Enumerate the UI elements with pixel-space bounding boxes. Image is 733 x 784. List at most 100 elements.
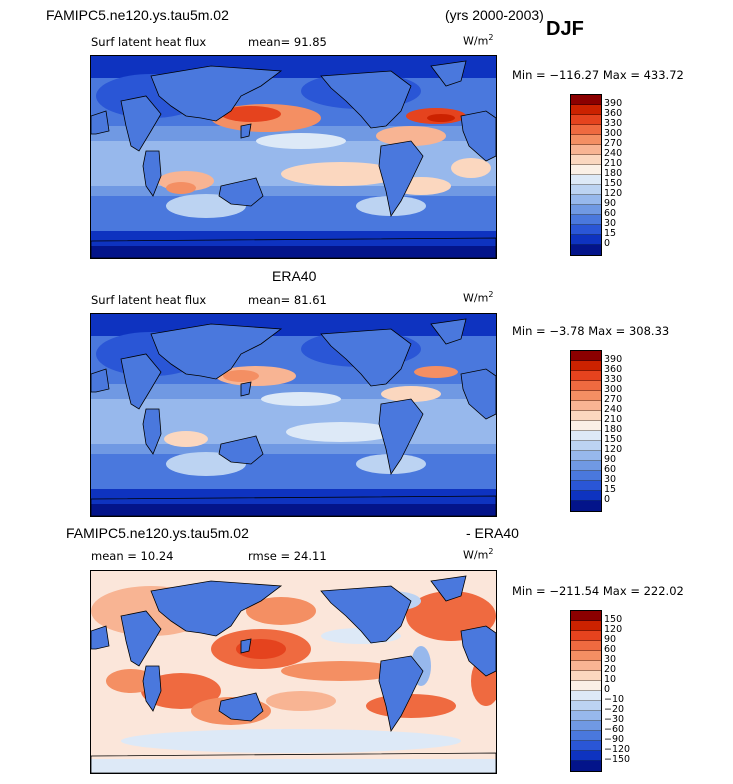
colorbar-tick-label: 240 [604, 404, 623, 415]
colorbar-swatch [571, 245, 601, 255]
colorbar-swatch [571, 401, 601, 411]
colorbar-tick-label: 0 [604, 684, 611, 695]
panel2-units: W/m2 [463, 290, 494, 305]
colorbar-tick-label: 15 [604, 228, 617, 239]
colorbar-model-ticks: 390 360 330 300 270 240 210 180 150 120 90 60 30 15 0 [604, 99, 622, 249]
colorbar-swatch [571, 461, 601, 471]
colorbar-swatch [571, 155, 601, 165]
colorbar-tick-label: 120 [604, 188, 623, 199]
colorbar-tick-label: 360 [604, 108, 623, 119]
colorbar-swatch [571, 691, 601, 701]
panel1-subtitle: Surf latent heat flux [91, 35, 207, 49]
colorbar-tick-label: 330 [604, 374, 623, 385]
colorbar-swatch [571, 611, 601, 621]
colorbar-swatch [571, 491, 601, 501]
panel3-title-left: FAMIPC5.ne120.ys.tau5m.02 [66, 525, 249, 541]
colorbar-tick-label: 210 [604, 158, 623, 169]
colorbar-swatch [571, 441, 601, 451]
colorbar-swatch [571, 235, 601, 245]
panel3-title-right: - ERA40 [466, 525, 519, 541]
colorbar-tick-label: 300 [604, 384, 623, 395]
colorbar-tick-label: 20 [604, 664, 617, 675]
colorbar-swatch [571, 145, 601, 155]
colorbar-tick-label: 240 [604, 148, 623, 159]
colorbar-tick-label: 330 [604, 118, 623, 129]
colorbar-swatch [571, 185, 601, 195]
colorbar-swatch [571, 371, 601, 381]
colorbar-swatch [571, 701, 601, 711]
panel1-minmax: Min = −116.27 Max = 433.72 [512, 68, 684, 82]
panel2-minmax: Min = −3.78 Max = 308.33 [512, 324, 670, 338]
panel3-units: W/m2 [463, 547, 494, 562]
colorbar-swatch [571, 631, 601, 641]
colorbar-swatch [571, 501, 601, 511]
colorbar-tick-label: 60 [604, 208, 617, 219]
colorbar-tick-label: 300 [604, 128, 623, 139]
panel2-mean: mean= 81.61 [248, 293, 327, 307]
colorbar-swatch [571, 115, 601, 125]
colorbar-tick-label: 390 [604, 98, 623, 109]
colorbar-swatch [571, 681, 601, 691]
colorbar-swatch [571, 651, 601, 661]
colorbar-difference [570, 610, 602, 772]
colorbar-swatch [571, 431, 601, 441]
colorbar-swatch [571, 731, 601, 741]
colorbar-swatch [571, 741, 601, 751]
colorbar-tick-label: 60 [604, 464, 617, 475]
map-panel-model [90, 55, 497, 259]
case-title: FAMIPC5.ne120.ys.tau5m.02 [46, 7, 229, 23]
colorbar-swatch [571, 135, 601, 145]
colorbar-swatch [571, 361, 601, 371]
colorbar-tick-label: 210 [604, 414, 623, 425]
colorbar-model [570, 94, 602, 256]
colorbar-tick-label: 0 [604, 238, 611, 249]
colorbar-tick-label: 120 [604, 624, 623, 635]
colorbar-tick-label: −60 [604, 724, 625, 735]
colorbar-tick-label: −120 [604, 744, 631, 755]
colorbar-swatch [571, 641, 601, 651]
colorbar-tick-label: 120 [604, 444, 623, 455]
colorbar-tick-label: 60 [604, 644, 617, 655]
colorbar-swatch [571, 381, 601, 391]
colorbar-tick-label: 150 [604, 434, 623, 445]
colorbar-swatch [571, 215, 601, 225]
colorbar-swatch [571, 451, 601, 461]
years-label: (yrs 2000-2003) [445, 7, 544, 23]
colorbar-tick-label: 270 [604, 394, 623, 405]
panel3-mean: mean = 10.24 [91, 549, 174, 563]
colorbar-swatch [571, 471, 601, 481]
season-label: DJF [546, 18, 584, 40]
colorbar-tick-label: 30 [604, 218, 617, 229]
colorbar-tick-label: 150 [604, 178, 623, 189]
panel2-subtitle: Surf latent heat flux [91, 293, 207, 307]
colorbar-tick-label: −10 [604, 694, 625, 705]
colorbar-tick-label: 360 [604, 364, 623, 375]
colorbar-tick-label: −90 [604, 734, 625, 745]
colorbar-swatch [571, 195, 601, 205]
colorbar-tick-label: 150 [604, 614, 623, 625]
colorbar-swatch [571, 175, 601, 185]
colorbar-swatch [571, 621, 601, 631]
colorbar-tick-label: −20 [604, 704, 625, 715]
colorbar-swatch [571, 411, 601, 421]
colorbar-tick-label: −30 [604, 714, 625, 725]
map-panel-era40 [90, 313, 497, 517]
colorbar-tick-label: 90 [604, 454, 617, 465]
panel3-rmse: rmse = 24.11 [248, 549, 327, 563]
colorbar-swatch [571, 351, 601, 361]
map-panel-difference [90, 570, 497, 774]
colorbar-swatch [571, 105, 601, 115]
colorbar-tick-label: 90 [604, 198, 617, 209]
colorbar-swatch [571, 125, 601, 135]
colorbar-tick-label: 390 [604, 354, 623, 365]
colorbar-tick-label: 180 [604, 168, 623, 179]
colorbar-swatch [571, 661, 601, 671]
colorbar-tick-label: 30 [604, 654, 617, 665]
colorbar-tick-label: 180 [604, 424, 623, 435]
colorbar-swatch [571, 95, 601, 105]
colorbar-tick-label: 90 [604, 634, 617, 645]
colorbar-swatch [571, 711, 601, 721]
colorbar-swatch [571, 721, 601, 731]
colorbar-tick-label: −150 [604, 754, 631, 765]
colorbar-swatch [571, 481, 601, 491]
